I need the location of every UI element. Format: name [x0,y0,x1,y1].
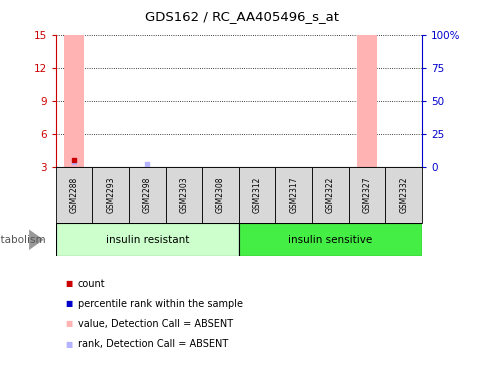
Text: ■: ■ [65,320,73,328]
Bar [239,167,275,223]
Text: GSM2298: GSM2298 [142,177,151,213]
Text: GSM2322: GSM2322 [325,177,334,213]
Bar [356,35,377,167]
Text: percentile rank within the sample: percentile rank within the sample [77,299,242,309]
Bar [92,167,129,223]
Text: ■: ■ [65,279,73,288]
Text: GSM2312: GSM2312 [252,177,261,213]
Bar [348,167,385,223]
Text: insulin resistant: insulin resistant [106,235,189,245]
Bar [64,35,84,167]
Text: ■: ■ [65,340,73,348]
Text: insulin sensitive: insulin sensitive [287,235,372,245]
Text: GSM2317: GSM2317 [288,177,298,213]
Text: value, Detection Call = ABSENT: value, Detection Call = ABSENT [77,319,232,329]
Text: GSM2293: GSM2293 [106,177,115,213]
Text: GDS162 / RC_AA405496_s_at: GDS162 / RC_AA405496_s_at [145,10,339,23]
Text: GSM2303: GSM2303 [179,176,188,213]
Text: rank, Detection Call = ABSENT: rank, Detection Call = ABSENT [77,339,227,349]
Text: metabolism: metabolism [0,235,46,245]
Bar [239,223,421,256]
Bar [166,167,202,223]
Text: ■: ■ [65,299,73,308]
Bar [202,167,239,223]
Text: GSM2332: GSM2332 [398,177,408,213]
Bar [129,167,166,223]
Text: GSM2327: GSM2327 [362,177,371,213]
Text: GSM2308: GSM2308 [215,177,225,213]
Bar [384,167,421,223]
Bar [56,167,92,223]
Polygon shape [29,229,44,250]
Text: count: count [77,279,105,289]
Bar [312,167,348,223]
Bar [56,223,239,256]
Bar [275,167,312,223]
Text: GSM2288: GSM2288 [69,177,78,213]
